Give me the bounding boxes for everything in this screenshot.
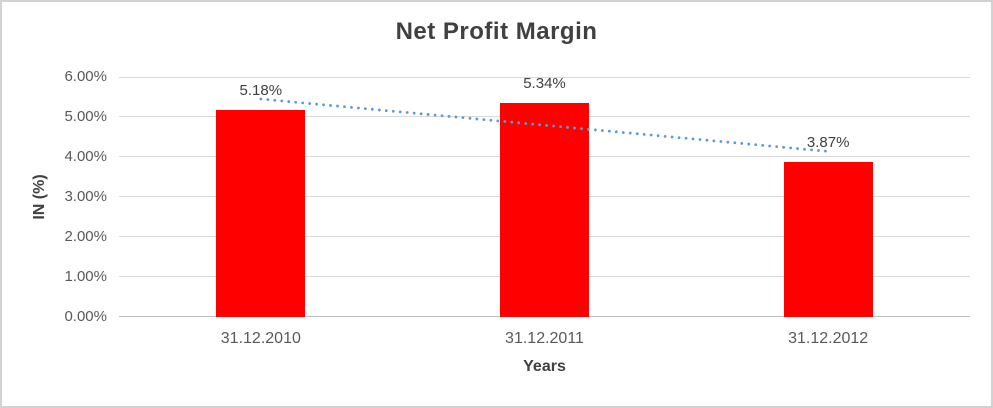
y-tick-label: 5.00% xyxy=(64,108,107,125)
plot-area: 5.18% 5.34% 3.87% xyxy=(119,75,970,317)
chart-title: Net Profit Margin xyxy=(395,18,598,45)
y-tick-label: 1.00% xyxy=(64,268,107,285)
x-axis-title: Years xyxy=(523,358,566,375)
y-tick-label: 2.00% xyxy=(64,228,107,245)
y-tick-label: 0.00% xyxy=(64,308,107,325)
x-tick-label: 31.12.2011 xyxy=(505,330,584,347)
y-tick-label: 3.00% xyxy=(64,188,107,205)
bar-data-label: 5.18% xyxy=(239,81,283,99)
bar xyxy=(783,162,873,317)
y-tick-label: 6.00% xyxy=(64,68,107,85)
gridline xyxy=(119,77,970,78)
bar xyxy=(500,103,589,317)
x-tick-label: 31.12.2012 xyxy=(788,330,869,347)
bar-data-label: 5.34% xyxy=(523,75,566,93)
bar-data-label: 3.87% xyxy=(806,134,850,152)
x-tick-label: 31.12.2010 xyxy=(220,330,301,347)
bar xyxy=(216,109,306,317)
y-tick-label: 4.00% xyxy=(64,148,107,165)
